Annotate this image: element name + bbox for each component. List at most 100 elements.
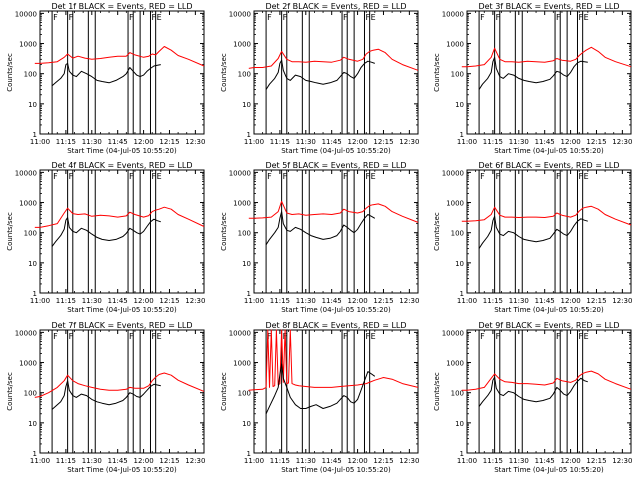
x-axis-label: Start Time (04-Jul-05 10:55:20) xyxy=(494,306,604,314)
y-tick-label: 10 xyxy=(455,420,464,428)
y-tick-label: 1000 xyxy=(19,41,37,49)
plot-frame xyxy=(466,169,632,294)
x-tick-label: 11:00 xyxy=(244,297,264,305)
y-axis-label: Counts/sec xyxy=(6,212,14,251)
y-tick-label: 10000 xyxy=(442,329,464,337)
time-marker-flag: F xyxy=(151,172,156,181)
chart-panel-2: Det 2f BLACK = Events, RED = LLD 1 10 100 10… xyxy=(220,2,419,155)
x-axis-label: Start Time (04-Jul-05 10:55:20) xyxy=(67,306,177,314)
y-tick-label: 1000 xyxy=(446,200,464,208)
plot-frame xyxy=(466,329,632,454)
y-tick-label: 10000 xyxy=(442,169,464,177)
y-axis-label: Counts/sec xyxy=(6,53,14,92)
time-marker-flag: E xyxy=(157,13,162,22)
events-series-line xyxy=(51,217,161,247)
x-axis-label: Start Time (04-Jul-05 10:55:20) xyxy=(67,147,177,155)
x-axis-label: Start Time (04-Jul-05 10:55:20) xyxy=(494,466,604,474)
time-marker-flag: F xyxy=(267,13,272,22)
lld-series-line xyxy=(248,48,419,71)
time-marker-flag: F xyxy=(480,13,485,22)
y-axis-label: Counts/sec xyxy=(220,53,228,92)
x-tick-label: 11:15 xyxy=(56,297,76,305)
plot-frame xyxy=(466,10,632,135)
y-tick-label: 10 xyxy=(28,101,37,109)
y-tick-label: 10000 xyxy=(229,329,251,337)
plot-frame xyxy=(253,10,419,135)
chart-panel-5: Det 5f BLACK = Events, RED = LLD 1 10 100 10… xyxy=(220,161,419,314)
chart-panel-1: Det 1f BLACK = Events, RED = LLD 1 10 100 10… xyxy=(6,2,205,155)
chart-title: Det 5f BLACK = Events, RED = LLD xyxy=(265,161,406,170)
x-tick-label: 12:00 xyxy=(347,138,367,146)
chart-panel-7: Det 7f BLACK = Events, RED = LLD 1 10 100 10… xyxy=(6,321,205,474)
x-tick-label: 11:15 xyxy=(483,297,503,305)
y-tick-label: 10000 xyxy=(15,329,37,337)
time-marker-flag: E xyxy=(371,172,376,181)
chart-panel-3: Det 3f BLACK = Events, RED = LLD 1 10 100 10… xyxy=(433,2,632,155)
time-marker-flag: F xyxy=(365,332,370,341)
chart-title: Det 6f BLACK = Events, RED = LLD xyxy=(478,161,619,170)
plot-frame xyxy=(39,169,205,294)
x-tick-label: 12:00 xyxy=(560,297,580,305)
chart-title: Det 4f BLACK = Events, RED = LLD xyxy=(51,161,192,170)
x-tick-label: 12:15 xyxy=(373,138,393,146)
events-series-line xyxy=(51,380,161,410)
y-tick-label: 1 xyxy=(247,450,251,458)
x-tick-label: 11:45 xyxy=(322,297,342,305)
y-tick-label: 1 xyxy=(33,450,37,458)
x-tick-label: 12:00 xyxy=(133,138,153,146)
chart-panel-9: Det 9f BLACK = Events, RED = LLD 1 10 100 10… xyxy=(433,321,632,474)
y-tick-label: 1 xyxy=(247,131,251,139)
time-marker-flag: E xyxy=(371,13,376,22)
time-marker-flag: F xyxy=(69,332,74,341)
chart-panel-8: Det 8f BLACK = Events, RED = LLD 1 10 100 10… xyxy=(220,321,419,474)
time-marker-flag: F xyxy=(343,13,348,22)
x-tick-label: 11:45 xyxy=(108,138,128,146)
x-tick-label: 12:00 xyxy=(347,297,367,305)
chart-title: Det 8f BLACK = Events, RED = LLD xyxy=(265,321,406,330)
time-marker-flag: F xyxy=(69,172,74,181)
lld-series-line xyxy=(248,200,419,223)
time-marker-flag: F xyxy=(578,172,583,181)
x-tick-label: 12:30 xyxy=(399,138,419,146)
chart-title: Det 3f BLACK = Events, RED = LLD xyxy=(478,2,619,11)
x-tick-label: 12:15 xyxy=(586,457,606,465)
time-marker-flag: F xyxy=(556,172,561,181)
y-tick-label: 1000 xyxy=(233,200,251,208)
y-tick-label: 10000 xyxy=(229,10,251,18)
y-tick-label: 1 xyxy=(247,290,251,298)
events-series-line xyxy=(265,363,376,415)
y-tick-label: 10 xyxy=(242,101,251,109)
y-tick-label: 10000 xyxy=(442,10,464,18)
y-axis-label: Counts/sec xyxy=(220,212,228,251)
x-tick-label: 12:30 xyxy=(185,138,205,146)
y-tick-label: 100 xyxy=(24,71,37,79)
x-tick-label: 12:00 xyxy=(347,457,367,465)
y-axis-label: Counts/sec xyxy=(433,53,441,92)
plot-frame xyxy=(253,169,419,294)
y-tick-label: 1000 xyxy=(19,360,37,368)
x-axis-label: Start Time (04-Jul-05 10:55:20) xyxy=(494,147,604,155)
lld-series-line xyxy=(461,205,632,226)
x-tick-label: 12:30 xyxy=(399,457,419,465)
chart-title: Det 2f BLACK = Events, RED = LLD xyxy=(265,2,406,11)
plot-frame xyxy=(39,329,205,454)
x-tick-label: 12:30 xyxy=(185,457,205,465)
time-marker-flag: F xyxy=(267,172,272,181)
x-tick-label: 12:15 xyxy=(159,457,179,465)
x-tick-label: 11:30 xyxy=(509,457,529,465)
x-axis-label: Start Time (04-Jul-05 10:55:20) xyxy=(281,306,391,314)
events-series-line xyxy=(478,215,588,249)
time-marker-flag: F xyxy=(267,332,272,341)
x-tick-label: 11:30 xyxy=(82,138,102,146)
y-tick-label: 1000 xyxy=(233,41,251,49)
x-tick-label: 11:45 xyxy=(108,297,128,305)
time-marker-flag: F xyxy=(69,13,74,22)
y-tick-label: 1000 xyxy=(19,200,37,208)
x-tick-label: 11:00 xyxy=(457,457,477,465)
x-tick-label: 12:30 xyxy=(185,297,205,305)
x-tick-label: 12:30 xyxy=(399,297,419,305)
y-tick-label: 100 xyxy=(238,390,251,398)
x-tick-label: 11:15 xyxy=(56,138,76,146)
y-tick-label: 1 xyxy=(460,450,464,458)
